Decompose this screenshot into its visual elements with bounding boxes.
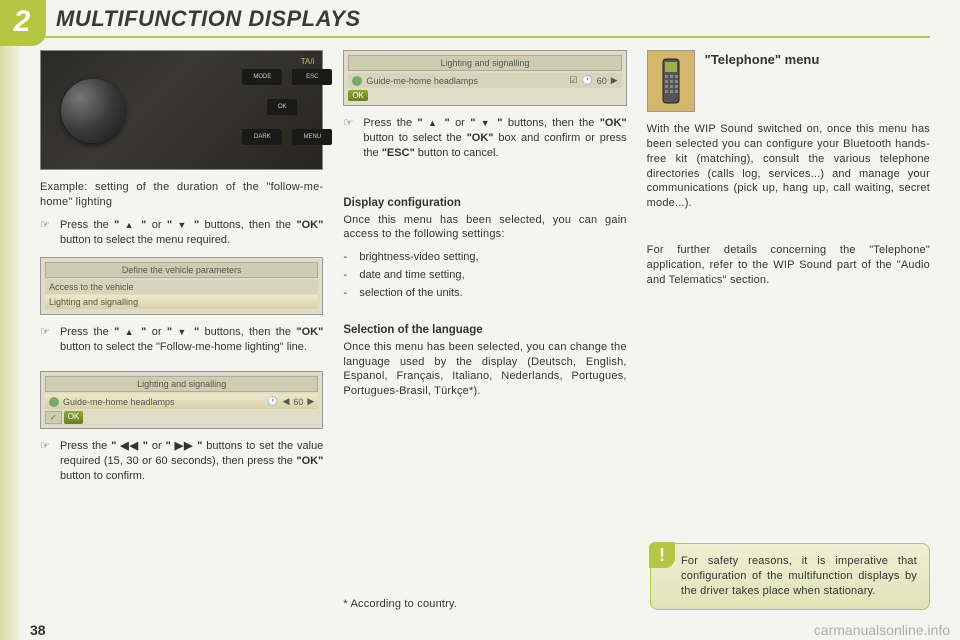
dash-mode-btn: MODE xyxy=(242,69,282,85)
phone-header-row: "Telephone" menu xyxy=(647,50,930,112)
step-2: ☞ Press the " ▲ " or " ▼ " buttons, then… xyxy=(40,325,323,355)
check-icon: ☑ xyxy=(569,75,577,86)
clock-icon: 🕐 xyxy=(267,396,278,407)
step-1: ☞ Press the " ▲ " or " ▼ " buttons, then… xyxy=(40,218,323,248)
column-1: MODE ESC OK DARK MENU Example: setting o… xyxy=(40,50,323,620)
phone-heading: "Telephone" menu xyxy=(705,52,820,67)
panel-2-value: 60 xyxy=(293,397,303,407)
lamp-icon xyxy=(352,76,362,86)
panel-ok-badge: OK xyxy=(348,90,368,101)
example-caption: Example: setting of the duration of the … xyxy=(40,180,323,210)
setting-item-2-text: date and time setting, xyxy=(359,268,464,283)
panel-1-row-1: Access to the vehicle xyxy=(45,280,318,294)
setting-item-1-text: brightness-video setting, xyxy=(359,250,478,265)
panel-ok-mark: ✓ xyxy=(45,411,62,424)
panel-1: Define the vehicle parameters Access to … xyxy=(40,257,323,315)
step-2-text: Press the " ▲ " or " ▼ " buttons, then t… xyxy=(60,325,323,355)
warning-box: ! For safety reasons, it is imperative t… xyxy=(650,543,930,610)
phone-text: With the WIP Sound switched on, once thi… xyxy=(647,122,930,211)
panel-1-row-2: Lighting and signalling xyxy=(45,295,318,309)
panel-1-title: Define the vehicle parameters xyxy=(45,262,318,278)
display-config-heading: Display configuration xyxy=(343,197,626,209)
panel-3: Lighting and signalling Guide-me-home he… xyxy=(343,50,626,106)
panel-3-value: 60 xyxy=(597,76,607,86)
panel-ok-badge: OK xyxy=(64,411,84,424)
panel-2: Lighting and signalling Guide-me-home he… xyxy=(40,371,323,429)
panel-3-row: Guide-me-home headlamps ☑ 🕐 60 ▶ xyxy=(348,73,621,88)
dash-esc-btn: ESC xyxy=(292,69,332,85)
step-3-text: Press the " ◀◀ " or " ▶▶ " buttons to se… xyxy=(60,439,323,484)
setting-item-3-text: selection of the units. xyxy=(359,286,462,301)
panel-3-bottom: OK xyxy=(348,90,621,101)
dash-dark-btn: DARK xyxy=(242,129,282,145)
page-number: 38 xyxy=(30,622,46,638)
dashboard-photo: MODE ESC OK DARK MENU xyxy=(40,50,323,170)
dash-menu-btn: MENU xyxy=(292,129,332,145)
warning-icon: ! xyxy=(649,542,675,568)
side-accent xyxy=(0,46,22,640)
setting-item-3: -selection of the units. xyxy=(343,286,626,301)
panel-2-title: Lighting and signalling xyxy=(45,376,318,392)
panel-2-bottom: ✓ OK xyxy=(45,411,318,424)
chapter-tab: 2 xyxy=(0,0,46,46)
step-1-text: Press the " ▲ " or " ▼ " buttons, then t… xyxy=(60,218,323,248)
phone-icon xyxy=(647,50,695,112)
content-columns: MODE ESC OK DARK MENU Example: setting o… xyxy=(40,50,930,620)
step-3: ☞ Press the " ◀◀ " or " ▶▶ " buttons to … xyxy=(40,439,323,484)
pointer-icon: ☞ xyxy=(40,218,60,248)
display-config-text: Once this menu has been selected, you ca… xyxy=(343,213,626,243)
left-arrow-icon: ◀ xyxy=(282,396,289,407)
column-3: "Telephone" menu With the WIP Sound swit… xyxy=(647,50,930,620)
pointer-icon: ☞ xyxy=(40,325,60,355)
clock-icon: 🕐 xyxy=(582,75,593,86)
dash-ok-btn: OK xyxy=(267,99,297,115)
language-heading: Selection of the language xyxy=(343,324,626,336)
step-4-text: Press the " ▲ " or " ▼ " buttons, then t… xyxy=(363,116,626,161)
lamp-icon xyxy=(49,397,59,407)
pointer-icon: ☞ xyxy=(343,116,363,161)
phone-details-text: For further details concerning the "Tele… xyxy=(647,243,930,288)
right-arrow-icon: ▶ xyxy=(611,75,618,86)
language-text: Once this menu has been selected, you ca… xyxy=(343,340,626,399)
panel-2-row-label: Guide-me-home headlamps xyxy=(63,397,175,407)
panel-3-title: Lighting and signalling xyxy=(348,55,621,71)
step-4: ☞ Press the " ▲ " or " ▼ " buttons, then… xyxy=(343,116,626,161)
column-2: Lighting and signalling Guide-me-home he… xyxy=(343,50,626,620)
page-title: MULTIFUNCTION DISPLAYS xyxy=(56,6,361,32)
panel-3-row-label: Guide-me-home headlamps xyxy=(366,76,478,86)
panel-2-row: Guide-me-home headlamps 🕐 ◀ 60 ▶ xyxy=(45,394,318,409)
footnote: * According to country. xyxy=(343,597,626,612)
setting-item-2: -date and time setting, xyxy=(343,268,626,283)
warning-text: For safety reasons, it is imperative tha… xyxy=(681,554,917,599)
pointer-icon: ☞ xyxy=(40,439,60,484)
watermark: carmanualsonline.info xyxy=(814,622,950,638)
header-divider xyxy=(0,36,930,38)
control-dial xyxy=(61,79,125,143)
right-arrow-icon: ▶ xyxy=(307,396,314,407)
setting-item-1: -brightness-video setting, xyxy=(343,250,626,265)
